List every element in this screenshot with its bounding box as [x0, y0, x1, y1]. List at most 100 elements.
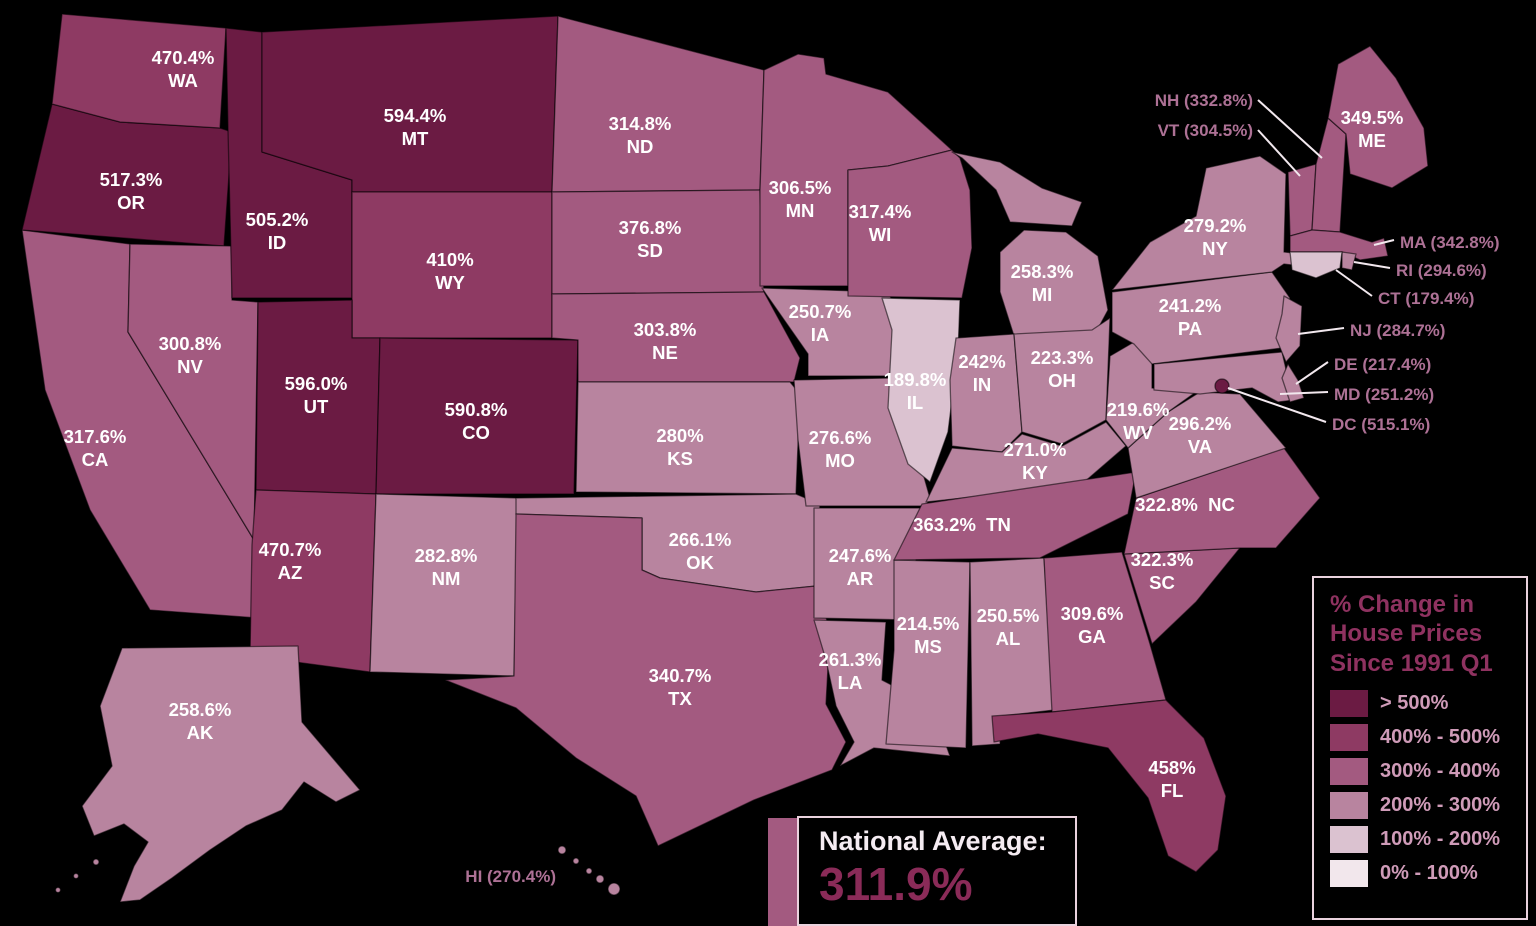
state-tn: [893, 471, 1137, 561]
state-hi-island: [585, 867, 593, 875]
callout-label-hi: HI (270.4%): [465, 867, 556, 886]
callout-label-vt: VT (304.5%): [1158, 121, 1253, 140]
state-label-ok: 266.1% OK: [669, 529, 732, 573]
state-nh: [1311, 117, 1347, 233]
national-average-value: 311.9%: [819, 858, 973, 910]
state-md: [1153, 351, 1295, 403]
state-label-or: 517.3% OR: [100, 169, 163, 213]
state-label-wy: 410% WY: [426, 249, 473, 293]
legend-swatch: [1330, 859, 1368, 887]
state-ak-island: [54, 886, 62, 894]
state-label-co: 590.8% CO: [445, 399, 508, 443]
state-ak-island: [92, 858, 100, 866]
state-label-wv: 219.6% WV: [1107, 399, 1170, 443]
callout-label-ct: CT (179.4%): [1378, 289, 1474, 308]
state-ct: [1289, 251, 1343, 279]
state-label-sc: 322.3% SC: [1131, 549, 1194, 593]
legend-swatch: [1330, 757, 1368, 785]
state-labels-layer: 317.6% CA 517.3% OR 470.4% WA 300.8% NV 505.2% ID…: [64, 47, 1404, 801]
state-ak: [81, 645, 361, 903]
callout-label-ma: MA (342.8%): [1400, 233, 1500, 252]
callout-line-ri: [1353, 261, 1391, 269]
state-label-mi: 258.3% MI: [1011, 261, 1074, 305]
legend-bucket-label: 300% - 400%: [1380, 759, 1501, 782]
states-layer: [21, 13, 1429, 903]
state-ak-island: [72, 872, 80, 880]
callout-line-ma: [1373, 239, 1395, 246]
state-label-tn: 363.2% TN: [913, 514, 1011, 535]
callout-labels-layer: NH (332.8%) VT (304.5%) MA (342.8%) RI (…: [465, 91, 1499, 886]
state-label-al: 250.5% AL: [977, 605, 1040, 649]
state-label-sd: 376.8% SD: [619, 217, 682, 261]
state-label-pa: 241.2% PA: [1159, 295, 1222, 339]
state-label-in: 242% IN: [958, 351, 1005, 395]
legend-swatch: [1330, 825, 1368, 853]
state-label-mo: 276.6% MO: [809, 427, 872, 471]
legend-row: 200% - 300%: [1330, 791, 1518, 819]
legend-swatch: [1330, 791, 1368, 819]
national-average-accent-bar: [768, 818, 798, 926]
callout-label-md: MD (251.2%): [1334, 385, 1434, 404]
state-label-va: 296.2% VA: [1169, 413, 1232, 457]
state-ms: [885, 559, 971, 749]
legend: % Change in House Prices Since 1991 Q1 >…: [1312, 576, 1528, 920]
state-nj: [1275, 295, 1303, 363]
state-me: [1327, 45, 1429, 189]
legend-bucket-label: 200% - 300%: [1380, 793, 1501, 816]
state-label-il: 189.8% IL: [884, 369, 947, 413]
legend-row: 300% - 400%: [1330, 757, 1518, 785]
callout-label-dc: DC (515.1%): [1332, 415, 1430, 434]
state-label-ut: 596.0% UT: [285, 373, 348, 417]
state-az: [249, 489, 377, 673]
state-pa: [1111, 271, 1291, 365]
legend-swatch: [1330, 723, 1368, 751]
state-label-mt: 594.4% MT: [384, 105, 447, 149]
callout-label-nj: NJ (284.7%): [1350, 321, 1445, 340]
state-wi: [847, 149, 973, 299]
state-mi: [999, 229, 1109, 337]
state-ny: [1111, 155, 1339, 291]
legend-items: > 500% 400% - 500% 300% - 400% 200% - 300% 1…: [1330, 689, 1518, 887]
state-fl: [991, 699, 1227, 873]
legend-bucket-label: 400% - 500%: [1380, 725, 1501, 748]
state-mi-upper: [951, 151, 1083, 227]
callout-line-ct: [1335, 269, 1373, 297]
state-label-ne: 303.8% NE: [634, 319, 697, 363]
state-mt: [261, 15, 559, 193]
callout-line-vt: [1257, 129, 1301, 177]
state-co: [375, 337, 579, 495]
callout-line-nj: [1297, 327, 1345, 335]
state-label-fl: 458% FL: [1148, 757, 1195, 801]
state-label-nv: 300.8% NV: [159, 333, 222, 377]
state-tx: [444, 513, 847, 847]
state-label-wi: 317.4% WI: [849, 201, 912, 245]
state-label-ky: 271.0% KY: [1004, 439, 1067, 483]
state-label-ar: 247.6% AR: [829, 545, 892, 589]
legend-swatch: [1330, 689, 1368, 717]
state-wa: [51, 13, 227, 129]
legend-bucket-label: 0% - 100%: [1380, 861, 1478, 884]
state-ri: [1341, 251, 1357, 271]
state-hi-island: [595, 874, 605, 884]
legend-bucket-label: > 500%: [1380, 691, 1449, 714]
state-label-wa: 470.4% WA: [152, 47, 215, 91]
state-label-nd: 314.8% ND: [609, 113, 672, 157]
callout-line-de: [1295, 361, 1329, 385]
national-average-box: National Average: 311.9%: [797, 816, 1077, 926]
state-label-ks: 280% KS: [656, 425, 703, 469]
state-hi-island: [572, 857, 580, 865]
state-label-ia: 250.7% IA: [789, 301, 852, 345]
legend-row: 100% - 200%: [1330, 825, 1518, 853]
state-label-me: 349.5% ME: [1341, 107, 1404, 151]
state-dc-dot: [1214, 378, 1230, 394]
state-label-tx: 340.7% TX: [649, 665, 712, 709]
state-label-ak: 258.6% AK: [169, 699, 232, 743]
state-label-nm: 282.8% NM: [415, 545, 478, 589]
callout-lines-layer: [1227, 99, 1395, 423]
state-label-id: 505.2% ID: [246, 209, 309, 253]
callout-label-nh: NH (332.8%): [1155, 91, 1253, 110]
state-nd: [551, 15, 765, 193]
callout-line-nh: [1257, 99, 1323, 159]
